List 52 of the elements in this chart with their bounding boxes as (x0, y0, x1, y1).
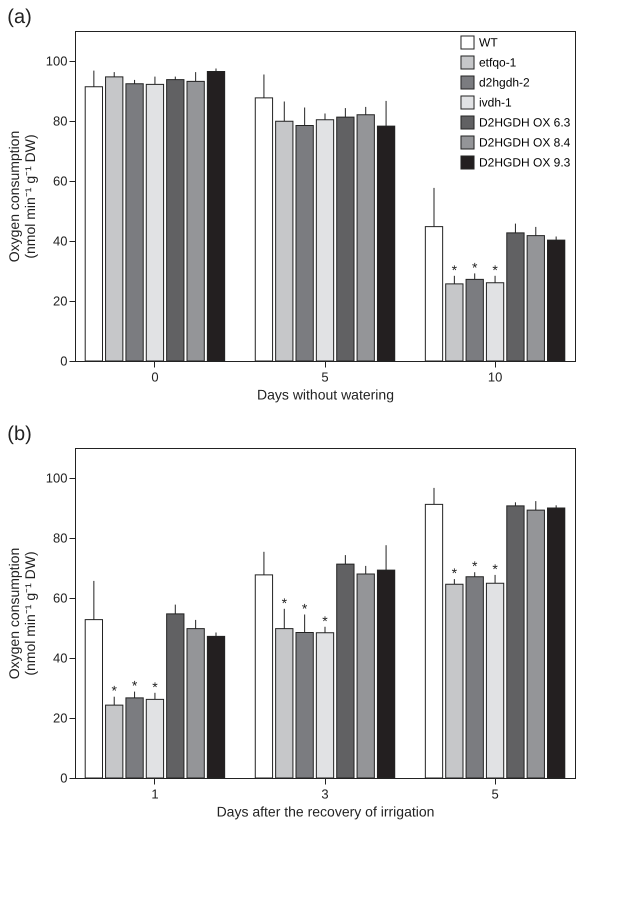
bar (546, 240, 566, 362)
data-label: * (492, 560, 498, 577)
y-tick-label: 20 (53, 710, 68, 726)
legend-label: D2HGDH OX 9.3 (479, 156, 571, 170)
y-axis-title: Oxygen consumption (nmol min⁻¹ g⁻¹ DW) (6, 130, 38, 262)
y-tick-label: 0 (60, 770, 68, 786)
bar (506, 505, 525, 778)
x-tick-label: 0 (151, 370, 159, 384)
data-label: * (492, 262, 498, 278)
bar (166, 79, 184, 362)
data-label: * (111, 682, 118, 699)
bar (206, 71, 226, 362)
legend-label: ivdh-1 (479, 96, 512, 110)
y-tick-label: 80 (53, 530, 68, 546)
data-label: * (472, 259, 478, 276)
y-tick-label: 100 (46, 470, 68, 486)
y-tick-label: 60 (53, 590, 68, 606)
x-tick-label: 5 (321, 370, 329, 384)
y-tick-label: 100 (46, 54, 68, 68)
x-tick-label: 1 (151, 786, 159, 802)
data-label: * (322, 612, 328, 629)
data-label: * (132, 678, 138, 694)
y-tick-label: 20 (53, 294, 68, 308)
y-tick-label: 0 (60, 354, 68, 368)
y-tick-label: 60 (53, 174, 68, 188)
bar (466, 576, 484, 778)
bar (206, 636, 226, 778)
y-tick-label: 40 (53, 650, 68, 666)
legend-label: WT (479, 36, 498, 50)
data-label: * (452, 565, 458, 582)
data-label: * (152, 678, 158, 695)
legend-label: etfqo-1 (479, 56, 517, 70)
data-label: * (472, 558, 478, 574)
data-label: * (302, 600, 308, 616)
chart-title: (a) (7, 6, 32, 28)
legend-label: D2HGDH OX 8.4 (479, 136, 571, 150)
legend-label: d2hgdh-2 (479, 76, 530, 90)
x-tick-label: 10 (488, 370, 502, 384)
x-axis-title: Days without watering (257, 386, 394, 402)
legend-label: D2HGDH OX 6.3 (479, 116, 571, 130)
y-tick-label: 40 (53, 234, 68, 248)
chart-title: (b) (7, 423, 32, 445)
bar (105, 76, 124, 362)
data-label: * (452, 262, 458, 278)
y-tick-label: 80 (53, 114, 68, 128)
x-axis-title: Days after the recovery of irrigation (216, 804, 434, 820)
x-tick-label: 3 (321, 786, 329, 802)
y-axis-title: Oxygen consumption (nmol min⁻¹ g⁻¹ DW) (6, 548, 38, 680)
bar (546, 508, 566, 778)
x-tick-label: 5 (491, 786, 499, 802)
data-label: * (282, 594, 288, 611)
bar (125, 83, 144, 362)
